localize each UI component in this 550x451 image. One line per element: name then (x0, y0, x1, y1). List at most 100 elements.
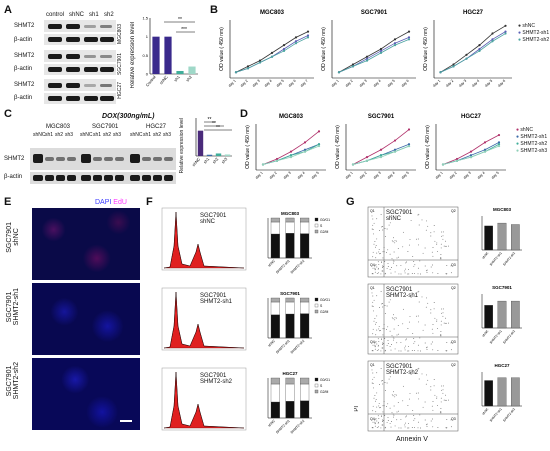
flow-event (382, 347, 384, 349)
chart-f-hgc27: HGC27 shNC SHMT2-sh1 SHMT2-sh2 G0/G1 S G2/M (267, 371, 330, 435)
row-label: SGC7901 shNC (6, 222, 20, 253)
chart-g-hgc27: HGC27 shNC SHMT2-sh1 SHMT2-sh2 (481, 363, 522, 423)
chart-title: HGC27 (463, 10, 484, 16)
tick-label: day 4 (387, 171, 396, 180)
stain-legend: DAPI EdU (95, 199, 127, 206)
flow-event (446, 427, 448, 429)
flow-event (382, 267, 384, 268)
data-point (393, 148, 397, 151)
flow-event (436, 404, 438, 406)
flow-event (393, 337, 395, 339)
flow-event (442, 238, 444, 240)
flow-event (393, 314, 394, 316)
data-point (306, 36, 310, 39)
tick-label: shNC (158, 74, 168, 85)
flow-event (397, 402, 399, 404)
lane-label: sh2 (103, 132, 112, 138)
tick-label: shNC (267, 418, 276, 427)
lane-label: sh2 (153, 132, 162, 138)
data-point (303, 148, 307, 151)
bar-segment (300, 217, 310, 223)
data-point (379, 51, 383, 54)
data-point (407, 36, 411, 39)
flow-event (394, 271, 396, 273)
flow-event (434, 240, 436, 242)
data-point (469, 154, 473, 157)
tick-label: day 1 (432, 79, 441, 88)
flow-event (374, 342, 376, 344)
flow-event (384, 350, 386, 352)
cell-label: MGC803 (46, 124, 71, 130)
flow-event (436, 242, 438, 244)
bar (484, 380, 493, 407)
flow-event (377, 345, 379, 347)
series-line (338, 31, 410, 73)
flow-event (391, 240, 393, 242)
flow-event (377, 268, 379, 270)
flow-event (391, 421, 392, 422)
flow-event (446, 342, 448, 343)
flow-event (383, 405, 385, 407)
tick-label: SHMT2-sh2 (502, 329, 516, 345)
flow-event (371, 292, 373, 294)
data-point (246, 65, 250, 68)
tick-label: day 5 (484, 79, 493, 88)
lane-label: sh1 (89, 12, 99, 18)
row-label: β-actin (14, 37, 33, 43)
bar-segment (285, 383, 295, 402)
flow-event (372, 233, 374, 235)
flow-event (394, 317, 396, 319)
flow-event (379, 330, 381, 332)
bar (497, 377, 507, 407)
blot-strip (44, 93, 116, 104)
bar-segment (270, 221, 280, 235)
flow-event (407, 328, 409, 329)
bar (511, 300, 520, 329)
flow-event (391, 412, 393, 414)
flow-event (430, 266, 432, 268)
flow-event (430, 309, 432, 311)
flow-event (388, 224, 390, 226)
flow-event (382, 424, 384, 426)
flow-event (440, 257, 442, 258)
flow-event (396, 419, 398, 421)
flow-event (425, 306, 427, 308)
data-point (365, 59, 369, 62)
flow-event (450, 265, 452, 267)
flow-event (392, 318, 394, 320)
flow-event (397, 325, 399, 327)
data-point (379, 148, 383, 151)
flow-event (408, 422, 409, 424)
quadrant-label: Q1 (370, 209, 375, 213)
legend-swatch (314, 217, 319, 222)
flow-event (393, 260, 395, 262)
flow-event (450, 342, 452, 344)
flow-event (374, 422, 376, 424)
flow-event (381, 424, 383, 426)
flow-event (375, 246, 376, 248)
bar-segment (285, 221, 295, 234)
legend-label: G0/G1 (320, 218, 330, 222)
flow-event (372, 410, 374, 412)
flow-event (393, 251, 395, 253)
legend-item-sh3: ● SHMT2-sh3 (516, 148, 548, 154)
flow-event (374, 267, 376, 269)
tick-label: SHMT2-sh1 (489, 251, 503, 267)
data-point (497, 143, 501, 146)
data-point (365, 159, 369, 162)
flow-event (379, 230, 380, 232)
lane-label: shNC (33, 132, 46, 138)
bar-segment (285, 233, 295, 259)
tick-label: SHMT2-sh2 (502, 251, 516, 267)
bar-segment (300, 221, 310, 234)
cell-line-label: SGC7901 (117, 53, 123, 75)
flow-event (374, 348, 376, 350)
flow-event (417, 214, 419, 216)
bar-segment (270, 217, 280, 223)
legend-item-sh2: ● SHMT2-sh2 (518, 37, 550, 43)
legend-item-shnc: ● shNC (516, 127, 533, 133)
flow-event (402, 308, 404, 310)
flow-event (425, 347, 427, 349)
flow-event (378, 251, 380, 253)
